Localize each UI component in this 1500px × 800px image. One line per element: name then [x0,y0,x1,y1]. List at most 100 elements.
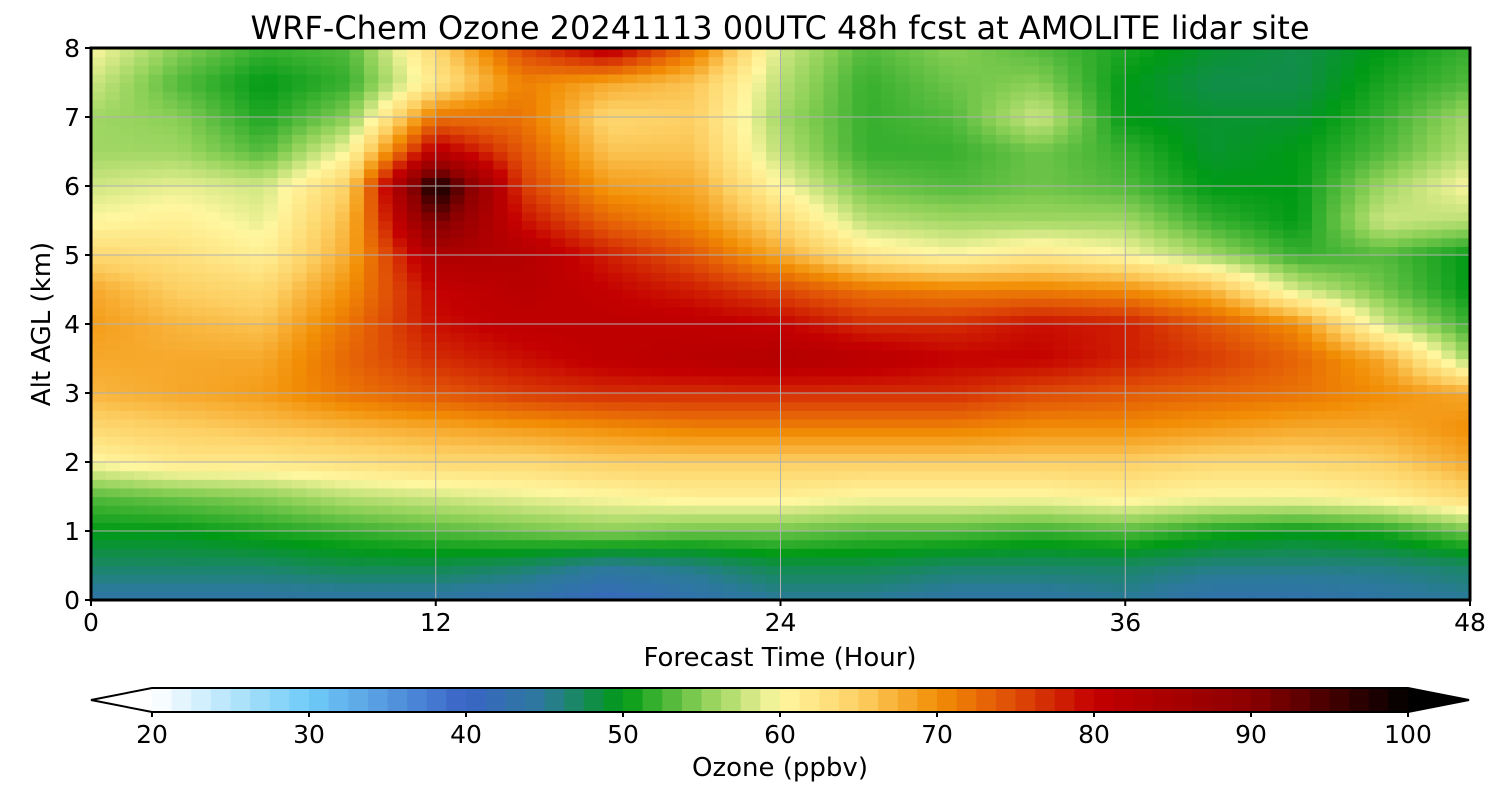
heatmap-cell [1067,531,1083,541]
heatmap-cell [1182,539,1198,549]
heatmap-cell [881,194,897,204]
heatmap-cell [1125,315,1141,325]
heatmap-cell [493,591,509,601]
heatmap-cell [636,522,652,532]
heatmap-cell [1182,272,1198,282]
heatmap-cell [162,591,178,601]
heatmap-cell [363,246,379,256]
heatmap-cell [105,375,121,385]
heatmap-cell [1197,177,1213,187]
heatmap-cell [1355,565,1371,575]
heatmap-cell [794,298,810,308]
heatmap-cell [105,186,121,196]
heatmap-cell [1254,229,1270,239]
heatmap-cell [852,479,868,489]
heatmap-cell [895,496,911,506]
heatmap-cell [191,505,207,515]
heatmap-cell [277,496,293,506]
heatmap-cell [1096,453,1112,463]
heatmap-cell [837,177,853,187]
heatmap-cell [435,531,451,541]
heatmap-cell [493,168,509,178]
heatmap-cell [1254,375,1270,385]
heatmap-cell [708,306,724,316]
heatmap-cell [220,367,236,377]
heatmap-cell [1455,349,1471,360]
heatmap-cell [751,505,767,515]
heatmap-cell [205,151,221,161]
heatmap-cell [292,444,308,454]
heatmap-cell [1153,306,1169,316]
heatmap-cell [608,263,624,273]
heatmap-cell [909,203,925,213]
heatmap-cell [335,410,351,420]
heatmap-cell [220,298,236,308]
heatmap-cell [493,280,509,291]
heatmap-cell [938,289,954,299]
heatmap-cell [1096,548,1112,558]
heatmap-cell [995,444,1011,454]
heatmap-cell [723,151,738,161]
heatmap-cell [550,263,566,273]
heatmap-cell [952,453,968,463]
heatmap-cell [981,211,997,222]
heatmap-cell [1082,591,1098,601]
heatmap-cell [723,211,738,222]
heatmap-cell [952,186,968,196]
heatmap-cell [608,177,624,187]
heatmap-cell [1412,332,1428,342]
heatmap-cell [780,479,796,489]
heatmap-cell [995,324,1011,334]
heatmap-cell [134,548,150,558]
heatmap-cell [1297,272,1313,282]
heatmap-cell [249,548,264,558]
heatmap-cell [1297,393,1313,403]
heatmap-cell [809,496,825,506]
heatmap-cell [1412,401,1428,411]
heatmap-cell [536,341,552,351]
heatmap-cell [636,496,652,506]
heatmap-cell [579,522,595,532]
heatmap-cell [694,556,710,567]
heatmap-cell [550,505,566,515]
heatmap-cell [1311,306,1327,316]
heatmap-cell [1383,177,1399,187]
heatmap-cell [1010,177,1026,187]
heatmap-cell [220,358,236,368]
heatmap-cell [1125,436,1141,446]
heatmap-cell [550,324,566,334]
heatmap-cell [349,289,365,299]
heatmap-cell [392,177,408,187]
heatmap-cell [909,548,925,558]
heatmap-cell [837,565,853,575]
heatmap-cell [1225,487,1241,498]
heatmap-cell [1326,479,1342,489]
heatmap-cell [1168,384,1184,394]
heatmap-cell [938,246,954,256]
heatmap-cell [1426,332,1442,342]
heatmap-cell [938,556,954,567]
heatmap-cell [1340,160,1356,170]
heatmap-cell [1024,194,1040,204]
heatmap-cell [708,539,724,549]
heatmap-cell [335,341,351,351]
heatmap-cell [665,272,681,282]
heatmap-cell [1082,306,1098,316]
heatmap-cell [579,479,595,489]
heatmap-cell [335,168,351,178]
heatmap-cell [723,393,738,403]
heatmap-cell [1039,332,1055,342]
heatmap-cell [967,505,983,515]
heatmap-cell [1311,367,1327,377]
heatmap-cell [320,272,336,282]
heatmap-cell [1139,255,1155,265]
heatmap-cell [191,211,207,222]
heatmap-cell [981,496,997,506]
heatmap-cell [981,401,997,411]
heatmap-cell [1426,220,1442,230]
heatmap-cell [938,505,954,515]
heatmap-cell [1110,556,1126,567]
heatmap-cell [924,272,940,282]
heatmap-cell [134,565,150,575]
heatmap-cell [378,522,394,532]
